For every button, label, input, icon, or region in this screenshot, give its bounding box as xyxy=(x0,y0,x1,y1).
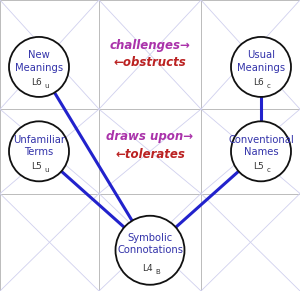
Ellipse shape xyxy=(9,37,69,97)
Text: Unfamiliar
Terms: Unfamiliar Terms xyxy=(13,135,65,157)
Text: Symbolic
Connotations: Symbolic Connotations xyxy=(117,233,183,255)
Text: ←obstructs: ←obstructs xyxy=(114,56,186,69)
Text: Usual
Meanings: Usual Meanings xyxy=(237,50,285,73)
Ellipse shape xyxy=(231,37,291,97)
Text: u: u xyxy=(44,167,49,173)
Text: L6: L6 xyxy=(253,78,264,87)
Text: L5: L5 xyxy=(253,162,264,171)
Text: L4: L4 xyxy=(142,264,153,273)
Text: c: c xyxy=(267,83,270,89)
Text: L5: L5 xyxy=(31,162,42,171)
Text: u: u xyxy=(44,83,49,89)
Text: challenges→: challenges→ xyxy=(110,39,190,52)
Text: New
Meanings: New Meanings xyxy=(15,50,63,73)
Text: B: B xyxy=(155,269,160,275)
Text: Conventional
Names: Conventional Names xyxy=(228,135,294,157)
Ellipse shape xyxy=(9,121,69,181)
Text: c: c xyxy=(267,167,270,173)
Text: draws upon→: draws upon→ xyxy=(106,130,194,143)
Text: ←tolerates: ←tolerates xyxy=(115,148,185,161)
Text: L6: L6 xyxy=(31,78,42,87)
Ellipse shape xyxy=(116,216,184,285)
Ellipse shape xyxy=(231,121,291,181)
